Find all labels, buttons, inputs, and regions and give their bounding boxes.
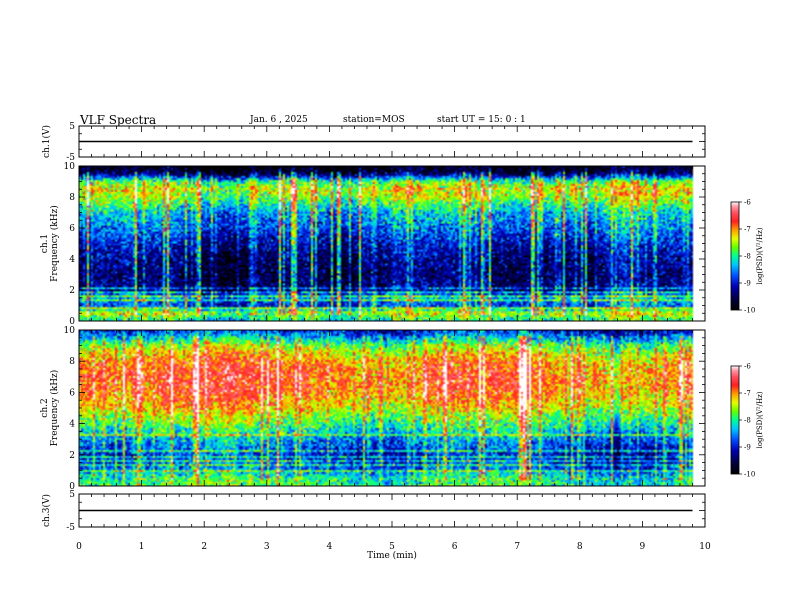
ch1-colorbar-tick-m9: -9: [744, 280, 751, 288]
ch1-colorbar-tick-m7: -7: [744, 226, 751, 234]
ch1-ytick-10: 10: [64, 162, 76, 172]
ch2-frequency-tick-labels: 0 2 4 6 8 10: [64, 326, 76, 492]
ch1-colorbar-tick-m6: -6: [744, 199, 751, 207]
ch1-ytick-top: 5: [69, 122, 75, 132]
ch2-colorbar-tick-m9: -9: [744, 444, 751, 452]
ch1-ytick-4: 4: [69, 255, 75, 265]
ch3-ytick-top: 5: [69, 490, 75, 500]
ch1-channel-label: ch.1: [40, 234, 50, 253]
ch1-spectrogram-frame: [78, 165, 706, 322]
time-axis: 0 1 2 3 4 5 6 7 8 9 10 Time (min): [76, 542, 711, 561]
ch2-ytick-8: 8: [69, 357, 75, 367]
ch2-channel-label: ch.2: [40, 398, 50, 417]
date-label: Jan. 6 , 2025: [250, 115, 308, 125]
ch1-colorbar-tick-m8: -8: [744, 253, 751, 261]
xtick-8: 8: [577, 542, 583, 552]
ch2-ytick-0: 0: [69, 482, 75, 492]
start-time-label: start UT = 15: 0 : 1: [437, 115, 526, 125]
ch3-waveform-panel: 5 -5 ch.3(V): [41, 490, 706, 533]
ch1-frequency-tick-labels: 0 2 4 6 8 10: [64, 162, 76, 327]
xtick-2: 2: [201, 542, 207, 552]
xtick-7: 7: [514, 542, 520, 552]
ch1-ytick-6: 6: [69, 224, 75, 234]
xtick-3: 3: [264, 542, 270, 552]
time-axis-label: Time (min): [367, 550, 417, 561]
ch2-colorbar-tick-m7: -7: [744, 390, 751, 398]
ch1-colorbar: -6 -7 -8 -9 -10 log(PSD)(V²/Hz): [730, 199, 764, 315]
ch3-waveform-ylabel: ch.3(V): [41, 494, 52, 527]
xtick-4: 4: [327, 542, 333, 552]
ch1-waveform-ylabel: ch.1(V): [41, 125, 52, 158]
ch2-colorbar-gradient: [731, 366, 739, 474]
ch2-spectrogram-image: [79, 330, 705, 486]
ch2-colorbar: -6 -7 -8 -9 -10 log(PSD)(V²/Hz): [730, 363, 764, 479]
ch1-frequency-label: Frequency (kHz): [49, 205, 60, 282]
ch3-waveform-frame: [78, 493, 706, 528]
ch2-ytick-2: 2: [69, 451, 75, 461]
ch2-colorbar-ticks: [739, 365, 742, 475]
xtick-0: 0: [76, 542, 82, 552]
ch1-colorbar-tick-m10: -10: [744, 307, 755, 315]
ch1-waveform-frame: [78, 125, 706, 158]
ch1-spectrogram-image: [79, 166, 705, 321]
station-label: station=MOS: [343, 115, 405, 125]
ch2-ytick-10: 10: [64, 326, 76, 336]
ch1-colorbar-gradient: [731, 202, 739, 310]
xtick-9: 9: [640, 542, 646, 552]
ch2-colorbar-tick-m8: -8: [744, 417, 751, 425]
xtick-1: 1: [139, 542, 145, 552]
ch3-ytick-bottom: -5: [66, 523, 75, 533]
ch1-ytick-bottom: -5: [66, 153, 75, 163]
ch1-ytick-8: 8: [69, 193, 75, 203]
ch2-colorbar-tick-m6: -6: [744, 363, 751, 371]
ch1-waveform-panel: 5 -5 ch.1(V): [41, 122, 706, 163]
ch2-ytick-4: 4: [69, 420, 75, 430]
ch2-colorbar-tick-m10: -10: [744, 471, 755, 479]
ch2-ytick-6: 6: [69, 388, 75, 398]
ch1-ytick-0: 0: [69, 317, 75, 327]
xtick-10: 10: [699, 542, 711, 552]
ch1-ytick-2: 2: [69, 286, 75, 296]
xtick-5: 5: [389, 542, 395, 552]
ch2-spectrogram-panel: 0 2 4 6 8 10 ch.2 Frequency (kHz) -6 -7 …: [40, 326, 764, 492]
ch2-frequency-label: Frequency (kHz): [49, 370, 60, 447]
ch2-spectrogram-frame: [78, 329, 706, 487]
ch2-colorbar-label: log(PSD)(V²/Hz): [756, 391, 764, 448]
ch1-colorbar-ticks: [739, 201, 742, 311]
xtick-6: 6: [452, 542, 458, 552]
figure-title: VLF Spectra: [80, 113, 157, 127]
ch1-spectrogram-panel: 0 2 4 6 8 10 ch.1 Frequency (kHz) -6 -7 …: [40, 162, 764, 327]
ch1-colorbar-label: log(PSD)(V²/Hz): [756, 227, 764, 284]
